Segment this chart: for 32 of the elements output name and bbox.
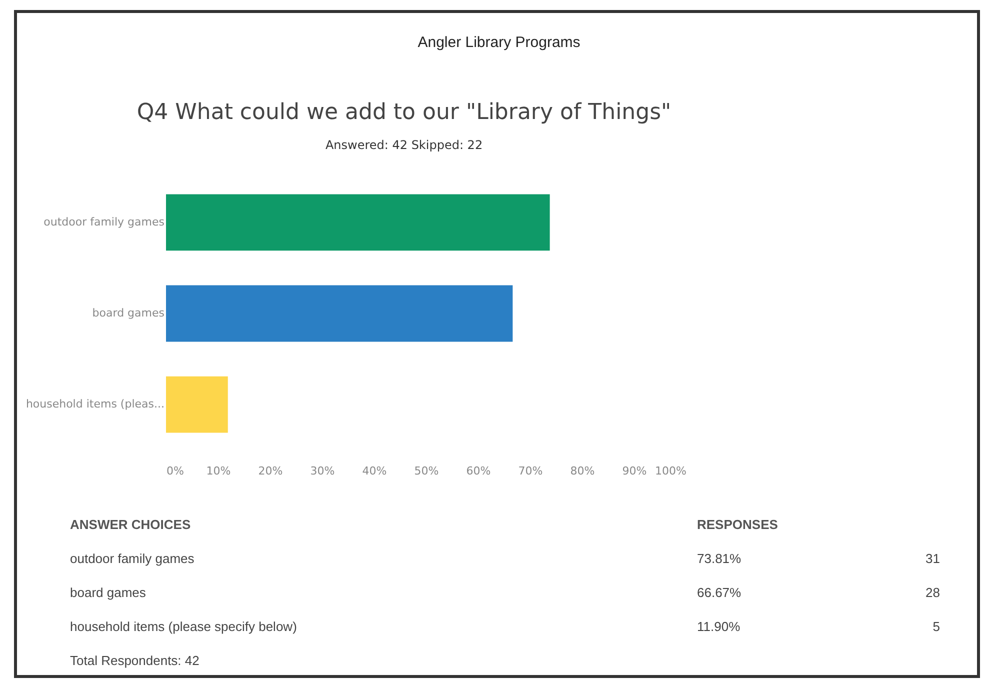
text: 5 bbox=[932, 619, 940, 634]
text: household items (please specify below) bbox=[70, 619, 297, 634]
y-tick-label: board games bbox=[92, 306, 165, 320]
chart-subtitle: Answered: 42 Skipped: 22 bbox=[325, 138, 483, 152]
x-tick-label: 10% bbox=[206, 464, 231, 478]
x-tick-label: 90% bbox=[622, 464, 647, 478]
x-tick-label: 100% bbox=[655, 464, 686, 478]
text: outdoor family games bbox=[70, 551, 194, 566]
text: Total Respondents: 42 bbox=[70, 653, 200, 668]
x-tick-label: 30% bbox=[310, 464, 335, 478]
bar bbox=[166, 285, 513, 342]
chart-title: Q4 What could we add to our "Library of Things" bbox=[136, 100, 672, 125]
x-tick-label: 40% bbox=[362, 464, 387, 478]
bar bbox=[166, 194, 550, 251]
text: 66.67% bbox=[697, 585, 742, 600]
x-tick-label: 20% bbox=[258, 464, 283, 478]
text: Angler Library Programs bbox=[416, 34, 582, 51]
text: 11.90% bbox=[697, 619, 740, 634]
text: 31 bbox=[926, 551, 940, 566]
text: board games bbox=[70, 585, 146, 600]
text: 73.81% bbox=[697, 551, 742, 566]
x-tick-label: 80% bbox=[570, 464, 595, 478]
x-tick-label: 70% bbox=[518, 464, 543, 478]
text: ANSWER CHOICES bbox=[70, 517, 191, 532]
x-tick-label: 0% bbox=[166, 464, 184, 478]
y-tick-label: outdoor family games bbox=[44, 215, 165, 228]
x-tick-label: 60% bbox=[466, 464, 491, 478]
y-tick-label: household items (pleas... bbox=[26, 398, 164, 411]
text: RESPONSES bbox=[697, 517, 778, 532]
x-tick-label: 50% bbox=[414, 464, 439, 478]
text: 28 bbox=[926, 585, 940, 600]
bar bbox=[166, 376, 228, 433]
